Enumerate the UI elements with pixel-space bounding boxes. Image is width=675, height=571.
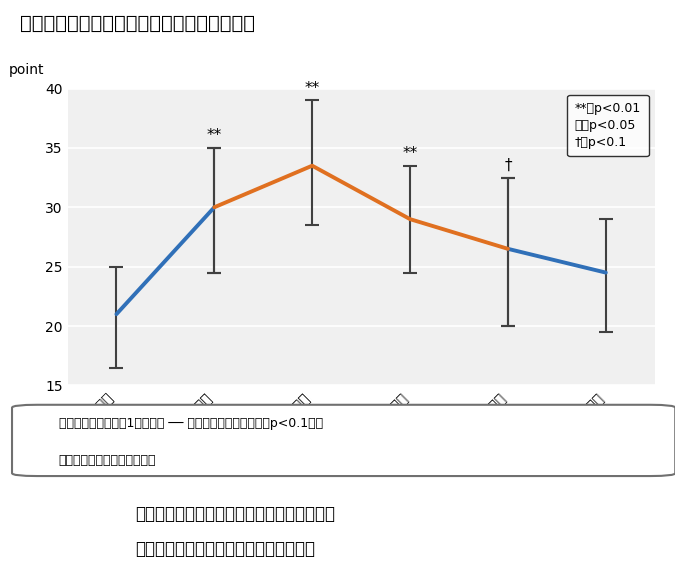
FancyBboxPatch shape bbox=[12, 405, 675, 476]
Text: ツアー中からツアー1か月後（ ── の期間）にかけて有意（p<0.1）に: ツアー中からツアー1か月後（ ── の期間）にかけて有意（p<0.1）に bbox=[59, 417, 323, 430]
Text: **: ** bbox=[402, 146, 418, 161]
Text: 心理的回復効果が持続した。: 心理的回復効果が持続した。 bbox=[59, 454, 156, 467]
Text: †: † bbox=[504, 158, 512, 173]
Text: 高山範理氏のデータを基に林野庁作成。: 高山範理氏のデータを基に林野庁作成。 bbox=[135, 540, 315, 558]
Text: point: point bbox=[9, 63, 45, 77]
Text: 図表　体験プログラムによる心理的回復効果: 図表 体験プログラムによる心理的回復効果 bbox=[20, 14, 255, 33]
Text: 資料：国立研究開発法人森林研究・整備機構: 資料：国立研究開発法人森林研究・整備機構 bbox=[135, 505, 335, 524]
Text: **: ** bbox=[304, 81, 320, 95]
Text: **: ** bbox=[207, 128, 222, 143]
Legend: **：p<0.01, ＊：p<0.05, †：p<0.1: **：p<0.01, ＊：p<0.05, †：p<0.1 bbox=[567, 95, 649, 156]
